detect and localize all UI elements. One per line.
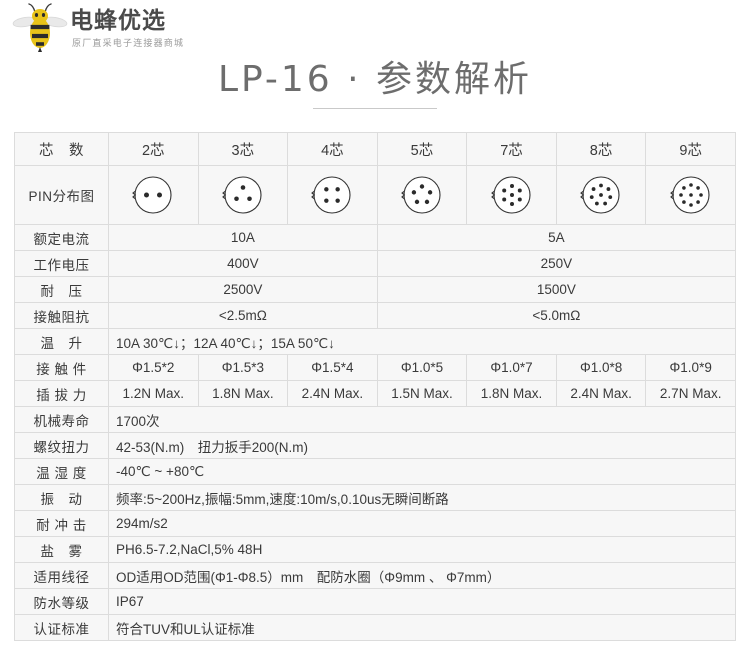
row-value-group-1: 2500V — [108, 276, 378, 303]
brand-subtitle: 原厂直采电子连接器商城 — [72, 38, 185, 48]
row-label-1: 额定电流 — [14, 224, 109, 251]
table-row: 接 触 件 Φ1.5*2 Φ1.5*3 Φ1.5*4 Φ1.0*5 Φ1.0*7 Φ1.0*… — [14, 354, 736, 381]
row-value-group-2: 1500V — [376, 276, 737, 303]
table-row: 防水等级 IP67 — [14, 588, 736, 615]
table-row: 盐 雾 PH6.5-7.2,NaCl,5% 48H — [14, 536, 736, 563]
connector-pin-3-icon — [199, 172, 287, 218]
spec-table: 芯 数 2芯 3芯 4芯 5芯 7芯 8芯 9芯 PIN分布图 额定电流 10A 5A 工作电压 400V… — [14, 132, 737, 641]
pin-diagram-cell — [466, 165, 557, 225]
row-value-full: PH6.5-7.2,NaCl,5% 48H — [108, 536, 736, 563]
row-label-7: 插 拔 力 — [14, 380, 109, 407]
row-label-8: 机械寿命 — [14, 406, 109, 433]
row-value-group-1: <2.5mΩ — [108, 302, 378, 329]
row-value-cell-5: 1.8N Max. — [466, 380, 557, 407]
row-label-2: 工作电压 — [14, 250, 109, 277]
pin-row-label: PIN分布图 — [14, 165, 109, 225]
table-row: 温 升 10A 30℃↓；12A 40℃↓；15A 50℃↓ — [14, 328, 736, 355]
connector-pin-7-icon — [468, 172, 556, 218]
row-label-5: 温 升 — [14, 328, 109, 355]
connector-pin-9-icon — [647, 172, 735, 218]
row-value-group-2: 250V — [376, 250, 737, 277]
row-value-full: -40℃ ~ +80℃ — [108, 458, 736, 485]
page-title: LP-16 · 参数解析 — [217, 59, 533, 100]
row-value-cell-1: Φ1.5*2 — [108, 354, 199, 381]
row-label-11: 振 动 — [14, 484, 109, 511]
connector-pin-2-icon — [109, 172, 197, 218]
row-value-group-2: <5.0mΩ — [376, 302, 737, 329]
row-label-13: 盐 雾 — [14, 536, 109, 563]
brand-name: 电蜂优选 — [70, 8, 166, 34]
table-row: 工作电压 400V 250V — [14, 250, 737, 277]
column-header-5: 7芯 — [466, 132, 557, 166]
row-value-full: 符合TUV和UL认证标准 — [108, 614, 736, 641]
column-header-3: 4芯 — [287, 132, 378, 166]
table-row: 机械寿命 1700次 — [14, 406, 736, 433]
title-underline — [313, 108, 437, 109]
table-row: 振 动频率:5~200Hz,振幅:5mm,速度:10m/s,0.10us无瞬间断… — [14, 484, 736, 511]
row-value-full: OD适用OD范围(Φ1-Φ8.5）mm 配防水圈（Φ9mm 、 Φ7mm） — [108, 562, 736, 589]
table-row: 螺纹扭力 42-53(N.m) 扭力扳手200(N.m) — [14, 432, 736, 459]
table-row: 适用线径 OD适用OD范围(Φ1-Φ8.5）mm 配防水圈（Φ9mm 、 Φ7mm… — [14, 562, 736, 589]
table-row: 耐 冲 击 294m/s2 — [14, 510, 736, 537]
pin-diagram-cell — [555, 165, 647, 225]
row-value-cell-4: Φ1.0*5 — [376, 354, 468, 381]
row-value-group-1: 10A — [108, 224, 378, 251]
pin-diagram-cell — [108, 165, 199, 225]
column-header-label: 芯 数 — [14, 132, 109, 166]
table-row: 接触阻抗 <2.5mΩ <5.0mΩ — [14, 302, 737, 329]
table-row: 认证标准 符合TUV和UL认证标准 — [14, 614, 736, 641]
brand-header: 电蜂优选 原厂直采电子连接器商城 — [12, 2, 184, 54]
row-label-12: 耐 冲 击 — [14, 510, 109, 537]
row-value-cell-1: 1.2N Max. — [108, 380, 199, 407]
spec-table-wrap: 芯 数 2芯 3芯 4芯 5芯 7芯 8芯 9芯 PIN分布图 额定电流 10A 5A 工作电压 400V… — [14, 132, 737, 641]
table-row: 温 湿 度 -40℃ ~ +80℃ — [14, 458, 736, 485]
row-label-6: 接 触 件 — [14, 354, 109, 381]
row-value-group-2: 5A — [376, 224, 737, 251]
row-value-full: 294m/s2 — [108, 510, 736, 537]
row-label-4: 接触阻抗 — [14, 302, 109, 329]
row-value-cell-7: Φ1.0*9 — [645, 354, 736, 381]
row-value-cell-7: 2.7N Max. — [645, 380, 736, 407]
row-value-full: 10A 30℃↓；12A 40℃↓；15A 50℃↓ — [108, 328, 736, 355]
row-value-cell-2: 1.8N Max. — [197, 380, 289, 407]
row-value-cell-3: Φ1.5*4 — [287, 354, 378, 381]
row-value-cell-5: Φ1.0*7 — [466, 354, 557, 381]
column-header-2: 3芯 — [197, 132, 289, 166]
row-value-full: 1700次 — [108, 406, 736, 433]
row-value-cell-6: 2.4N Max. — [555, 380, 647, 407]
pin-diagram-cell — [287, 165, 378, 225]
row-value-cell-4: 1.5N Max. — [376, 380, 468, 407]
connector-pin-5-icon — [378, 172, 466, 218]
row-label-9: 螺纹扭力 — [14, 432, 109, 459]
row-value-full: 频率:5~200Hz,振幅:5mm,速度:10m/s,0.10us无瞬间断路 — [108, 484, 736, 511]
table-row: 耐 压 2500V 1500V — [14, 276, 737, 303]
pin-diagram-cell — [197, 165, 289, 225]
row-value-cell-2: Φ1.5*3 — [197, 354, 289, 381]
table-header-row: 芯 数 2芯 3芯 4芯 5芯 7芯 8芯 9芯 — [14, 132, 736, 166]
pin-diagram-cell — [376, 165, 468, 225]
pin-diagram-cell — [645, 165, 736, 225]
row-value-group-1: 400V — [108, 250, 378, 277]
page-title-block: LP-16 · 参数解析 — [0, 58, 750, 109]
pin-diagram-row: PIN分布图 — [14, 165, 736, 225]
row-value-cell-3: 2.4N Max. — [287, 380, 378, 407]
column-header-4: 5芯 — [376, 132, 468, 166]
column-header-6: 8芯 — [555, 132, 647, 166]
row-label-16: 认证标准 — [14, 614, 109, 641]
row-label-15: 防水等级 — [14, 588, 109, 615]
row-label-10: 温 湿 度 — [14, 458, 109, 485]
connector-pin-8-icon — [557, 172, 645, 218]
row-label-3: 耐 压 — [14, 276, 109, 303]
table-row: 额定电流 10A 5A — [14, 224, 737, 251]
row-value-full: 42-53(N.m) 扭力扳手200(N.m) — [108, 432, 736, 459]
column-header-7: 9芯 — [645, 132, 736, 166]
column-header-1: 2芯 — [108, 132, 199, 166]
row-label-14: 适用线径 — [14, 562, 109, 589]
row-value-cell-6: Φ1.0*8 — [555, 354, 647, 381]
table-row: 插 拔 力 1.2N Max. 1.8N Max. 2.4N Max. 1.5N Max… — [14, 380, 736, 407]
connector-pin-4-icon — [289, 172, 377, 218]
bee-logo-icon — [12, 2, 68, 54]
row-value-full: IP67 — [108, 588, 736, 615]
